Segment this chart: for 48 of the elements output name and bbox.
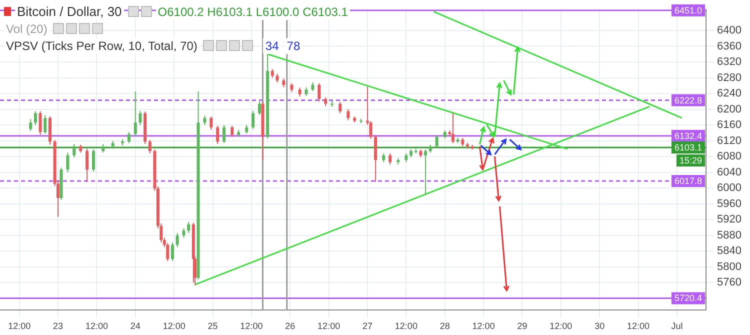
x-tick-label: 27 (362, 321, 373, 332)
annotation: 78 (284, 38, 302, 54)
annotation: O6100.2 H6103.1 L6100.0 C6103.1 (156, 4, 350, 20)
annotation: 15:29 (679, 155, 702, 166)
y-tick-label: 6200 (717, 103, 742, 116)
y-tick-label: 6320 (717, 56, 742, 68)
ref-line-label: 6017.8 (674, 176, 702, 186)
y-tick-label: 5960 (717, 198, 742, 210)
x-tick-label: 12:00 (240, 321, 263, 332)
x-tick-label: Jul (671, 321, 683, 332)
y-tick-label: 6160 (717, 119, 742, 132)
annotation: 34 (263, 38, 281, 54)
chart-title: Bitcoin / Dollar, 30 (15, 4, 124, 20)
y-tick-label: 6040 (717, 166, 742, 178)
y-tick-label: 5920 (717, 214, 742, 226)
x-tick-label: 12:00 (394, 321, 418, 332)
x-tick-label: 12:00 (472, 321, 495, 332)
x-tick-label: 12:00 (85, 321, 108, 332)
y-tick-label: 6000 (717, 182, 742, 194)
x-tick-label: 12:00 (8, 321, 31, 332)
ref-line-label: 6222.8 (674, 95, 702, 106)
x-tick-label: 12:00 (550, 321, 572, 332)
y-tick-label: 6240 (717, 88, 742, 100)
annotation: VPSV (Ticks Per Row, 10, Total, 70) (4, 38, 200, 54)
y-tick-label: 5840 (717, 245, 742, 258)
y-tick-label: 6120 (717, 134, 742, 147)
x-tick-label: 29 (517, 321, 528, 332)
y-tick-label: 6280 (717, 72, 742, 84)
x-tick-label: 12:00 (627, 321, 650, 332)
annotation: Vol (20) (4, 20, 50, 36)
x-tick-label: 23 (53, 321, 64, 332)
x-tick-label: 24 (130, 321, 140, 332)
y-tick-label: 5800 (717, 260, 742, 273)
y-tick-label: 6080 (717, 150, 742, 163)
y-tick-label: 6400 (717, 24, 742, 37)
y-tick-label: 5880 (717, 229, 742, 242)
x-tick-label: 26 (285, 321, 296, 332)
ref-line-label: 5720.4 (674, 293, 702, 304)
x-tick-label: 30 (594, 321, 605, 332)
x-tick-label: 25 (208, 321, 218, 332)
ref-line-label: 6451.0 (674, 5, 702, 16)
x-tick-label: 12:00 (318, 321, 340, 332)
y-tick-label: 5760 (717, 276, 742, 289)
x-tick-label: 12:00 (162, 321, 186, 332)
y-tick-label: 6360 (717, 40, 742, 52)
x-tick-label: 28 (440, 321, 450, 332)
ref-line-label: 6103.1 (674, 142, 702, 152)
ref-line-label: 6132.4 (674, 130, 702, 141)
